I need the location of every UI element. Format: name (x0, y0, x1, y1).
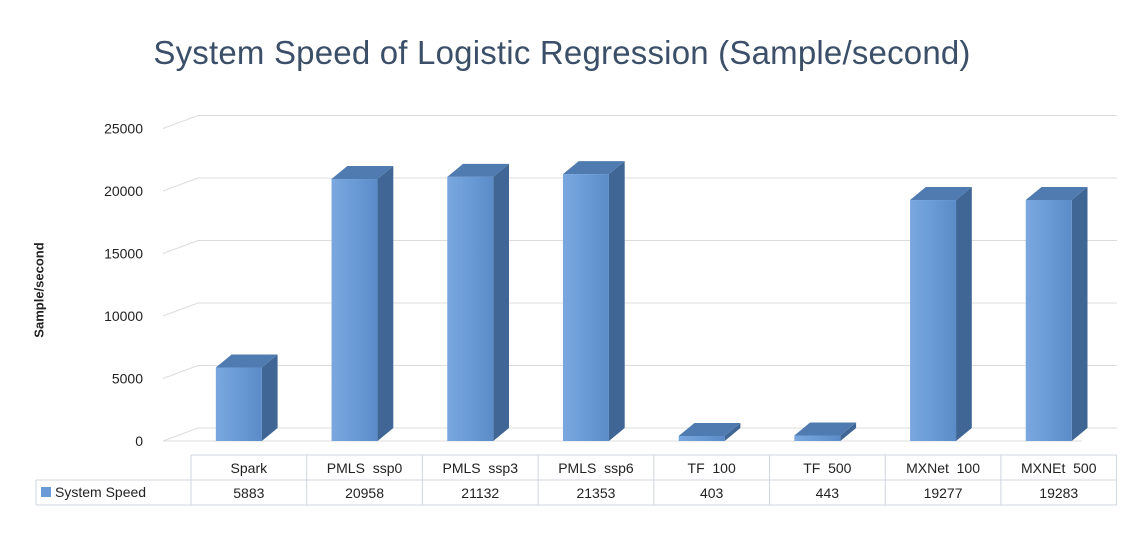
value-label: 403 (700, 485, 724, 501)
bar-5 (678, 422, 741, 441)
gridline (162, 302, 1117, 317)
value-label: 19283 (1039, 485, 1078, 501)
value-label: 21353 (576, 485, 615, 501)
category-label: MXNEt 500 (1021, 460, 1097, 476)
y-axis-ticks: 0 5000 10000 15000 20000 25000 (104, 121, 143, 450)
gridline (162, 240, 1117, 254)
bar-2 (331, 166, 394, 441)
legend-series-name: System Speed (55, 484, 146, 500)
bar-7 (910, 187, 972, 441)
gridlines (162, 115, 1117, 442)
value-label: 443 (816, 485, 840, 501)
value-label: 21132 (461, 485, 499, 501)
y-tick-label: 25000 (104, 121, 143, 137)
bar-4 (562, 161, 625, 441)
value-label: 19277 (924, 485, 963, 501)
bar-8 (1025, 186, 1088, 441)
category-label: TF 500 (803, 460, 851, 476)
bar-1 (215, 354, 278, 441)
chart-title: System Speed of Logistic Regression (Sam… (153, 34, 971, 71)
category-label: MXNet 100 (906, 460, 980, 476)
category-label: PMLS ssp0 (327, 460, 403, 476)
bar-6 (794, 422, 857, 441)
value-label: 5883 (233, 485, 264, 501)
bar-3 (447, 163, 509, 441)
value-label: 20958 (345, 485, 384, 501)
gridline (162, 365, 1117, 379)
category-label: PMLS ssp3 (443, 460, 519, 476)
y-tick-label: 5000 (112, 371, 143, 387)
bars (215, 161, 1088, 441)
gridline (162, 427, 1117, 442)
y-tick-label: 20000 (104, 183, 143, 199)
y-tick-label: 15000 (104, 246, 143, 262)
data-table: Spark PMLS ssp0 PMLS ssp3 PMLS ssp6 TF 100 TF… (35, 454, 1118, 506)
y-tick-label: 0 (135, 433, 143, 449)
category-label: TF 100 (688, 460, 736, 476)
y-tick-label: 10000 (104, 308, 143, 324)
gridline (162, 177, 1117, 192)
category-label: PMLS ssp6 (558, 460, 634, 476)
legend-swatch (41, 487, 51, 497)
category-label: Spark (231, 460, 269, 476)
gridline (162, 115, 1117, 129)
